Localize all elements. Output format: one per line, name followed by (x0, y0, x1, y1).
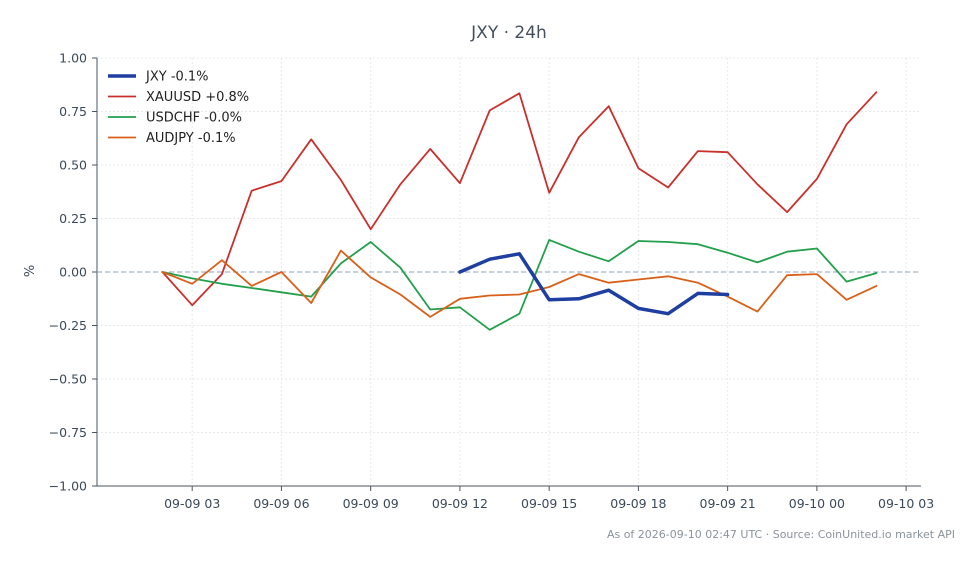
x-tick-label: 09-09 18 (610, 496, 666, 511)
legend: JXY -0.1% XAUUSD +0.8% USDCHF -0.0% AUDJPY … (108, 70, 249, 146)
y-tick-label: 0.25 (59, 211, 87, 226)
y-tick-label: −0.25 (49, 318, 87, 333)
source-footnote: As of 2026-09-10 02:47 UTC · Source: Coi… (607, 528, 955, 541)
legend-label-jxy: JXY -0.1% (145, 70, 209, 85)
series-line-jxy (458, 252, 730, 316)
x-tick-label: 09-10 00 (789, 496, 845, 511)
x-tick-label: 09-09 03 (164, 496, 220, 511)
y-axis-ticks: 1.00 0.75 0.50 0.25 0.00 −0.25 −0.50 −0.75 −1.00 (49, 51, 97, 494)
x-tick-label: 09-09 12 (432, 496, 488, 511)
x-tick-label: 09-09 15 (521, 496, 577, 511)
legend-label-audjpy: AUDJPY -0.1% (146, 131, 236, 146)
series-line-audjpy (161, 249, 878, 318)
legend-label-xauusd: XAUUSD +0.8% (146, 90, 249, 105)
y-tick-label: 0.00 (59, 265, 87, 280)
x-tick-label: 09-09 09 (343, 496, 399, 511)
chart-title: JXY · 24h (470, 23, 547, 43)
y-tick-label: 1.00 (59, 51, 87, 66)
legend-label-usdchf: USDCHF -0.0% (146, 111, 242, 126)
y-tick-label: 0.50 (59, 158, 87, 173)
y-tick-label: −0.75 (49, 425, 87, 440)
series-line-xauusd (161, 91, 878, 307)
x-tick-label: 09-09 21 (700, 496, 756, 511)
y-axis-label: % (23, 265, 38, 277)
series-lines (161, 91, 878, 331)
x-axis-ticks: 09-09 03 09-09 06 09-09 09 09-09 12 09-09 15… (164, 486, 934, 511)
y-tick-label: 0.75 (59, 104, 87, 119)
y-tick-label: −1.00 (49, 479, 87, 494)
x-tick-label: 09-10 03 (878, 496, 934, 511)
y-tick-label: −0.50 (49, 372, 87, 387)
series-line-usdchf (161, 238, 878, 331)
x-tick-label: 09-09 06 (253, 496, 309, 511)
